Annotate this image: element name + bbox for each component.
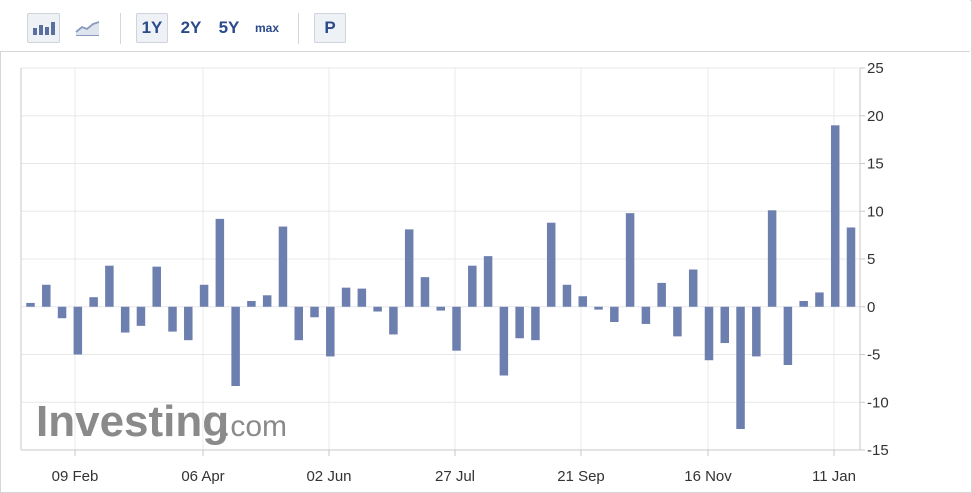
x-axis-ticks: 09 Feb 06 Apr 02 Jun 27 Jul 21 Sep 16 Nov 11 J… [52, 450, 856, 485]
p-button[interactable]: P [314, 13, 346, 43]
toolbar-divider [120, 13, 121, 44]
bar[interactable] [294, 306, 303, 341]
x-tick-label: 27 Jul [435, 468, 475, 485]
bar[interactable] [483, 256, 493, 307]
range-1y-button[interactable]: 1Y [136, 13, 168, 43]
bar[interactable] [357, 288, 367, 307]
y-axis-ticks: 25 20 15 10 5 0 -5 -10 -15 [860, 60, 889, 459]
bar[interactable] [152, 266, 161, 307]
x-tick-label: 11 Jan [812, 468, 856, 485]
bar[interactable] [736, 306, 745, 429]
bar[interactable] [767, 210, 777, 307]
bar[interactable] [168, 306, 177, 332]
bar[interactable] [105, 265, 114, 307]
bar[interactable] [373, 306, 382, 312]
range-5y-button[interactable]: 5Y [213, 13, 245, 43]
bar[interactable] [610, 306, 619, 323]
y-tick-label: 5 [867, 251, 875, 268]
bar[interactable] [641, 306, 651, 324]
bar-chart-button[interactable] [27, 13, 60, 43]
p-label: P [324, 18, 336, 37]
range-max-button[interactable]: max [251, 13, 283, 43]
bar[interactable] [515, 306, 524, 339]
y-tick-label: 0 [867, 299, 875, 316]
range-2y-label: 2Y [180, 18, 202, 37]
bar[interactable] [846, 227, 856, 307]
bar[interactable] [799, 301, 808, 307]
y-tick-label: 20 [867, 108, 884, 125]
x-tick-label: 21 Sep [557, 468, 605, 485]
y-tick-label: 15 [867, 156, 884, 173]
y-tick-label: 10 [867, 203, 884, 220]
range-max-label: max [254, 21, 280, 35]
bar[interactable] [531, 306, 540, 341]
toolbar-divider [298, 13, 299, 44]
y-tick-label: -5 [867, 347, 880, 364]
bar[interactable] [499, 306, 509, 376]
bar[interactable] [247, 301, 256, 307]
bar[interactable] [310, 306, 319, 318]
x-tick-label: 02 Jun [306, 468, 351, 485]
bar[interactable] [215, 218, 225, 307]
bar[interactable] [73, 306, 83, 355]
investing-watermark: Investing .com [36, 397, 287, 446]
bar[interactable] [136, 306, 146, 326]
bar[interactable] [673, 306, 682, 337]
y-tick-label: 25 [867, 60, 884, 77]
bar[interactable] [420, 277, 430, 307]
bar[interactable] [404, 229, 414, 307]
bar[interactable] [546, 222, 556, 307]
bar[interactable] [657, 282, 666, 307]
chart-toolbar: 1Y 2Y 5Y max P [0, 0, 970, 52]
bar[interactable] [57, 306, 67, 319]
bar[interactable] [436, 306, 446, 311]
bar[interactable] [199, 284, 209, 307]
bar[interactable] [42, 284, 51, 307]
bar[interactable] [262, 295, 272, 307]
bar[interactable] [562, 284, 572, 307]
watermark-suffix: .com [222, 410, 287, 443]
bar[interactable] [389, 306, 398, 335]
bar[interactable] [625, 213, 635, 307]
bar[interactable] [89, 297, 98, 307]
y-tick-label: -10 [867, 394, 889, 411]
line-chart-icon [75, 21, 100, 36]
bar[interactable] [578, 296, 588, 307]
range-1y-label: 1Y [141, 18, 163, 37]
x-tick-label: 06 Apr [181, 468, 224, 485]
grid-lines [20, 67, 861, 451]
bar[interactable] [783, 306, 793, 366]
bar[interactable] [704, 306, 714, 361]
bar[interactable] [688, 269, 698, 307]
bar[interactable] [720, 306, 730, 344]
bar[interactable] [184, 306, 193, 341]
bar-chart-icon [33, 22, 55, 35]
x-tick-label: 16 Nov [684, 468, 732, 485]
range-5y-label: 5Y [218, 18, 240, 37]
range-2y-button[interactable]: 2Y [175, 13, 207, 43]
watermark-brand: Investing [36, 397, 229, 446]
bar[interactable] [278, 226, 288, 307]
bar-chart: Investing .com 25 20 15 10 5 0 -5 -10 -15 09 Feb… [20, 60, 889, 485]
bar-series [26, 125, 856, 429]
bar[interactable] [752, 306, 761, 357]
bar[interactable] [231, 306, 240, 387]
bar[interactable] [468, 265, 477, 307]
bar[interactable] [120, 306, 130, 333]
bar[interactable] [594, 306, 603, 310]
x-tick-label: 09 Feb [52, 468, 99, 485]
bar[interactable] [26, 302, 35, 307]
bar[interactable] [341, 287, 351, 307]
bar[interactable] [452, 306, 461, 351]
bar[interactable] [830, 125, 840, 307]
bar[interactable] [326, 306, 335, 357]
y-tick-label: -15 [867, 442, 889, 459]
line-chart-button[interactable] [71, 13, 104, 43]
bar[interactable] [815, 292, 824, 307]
